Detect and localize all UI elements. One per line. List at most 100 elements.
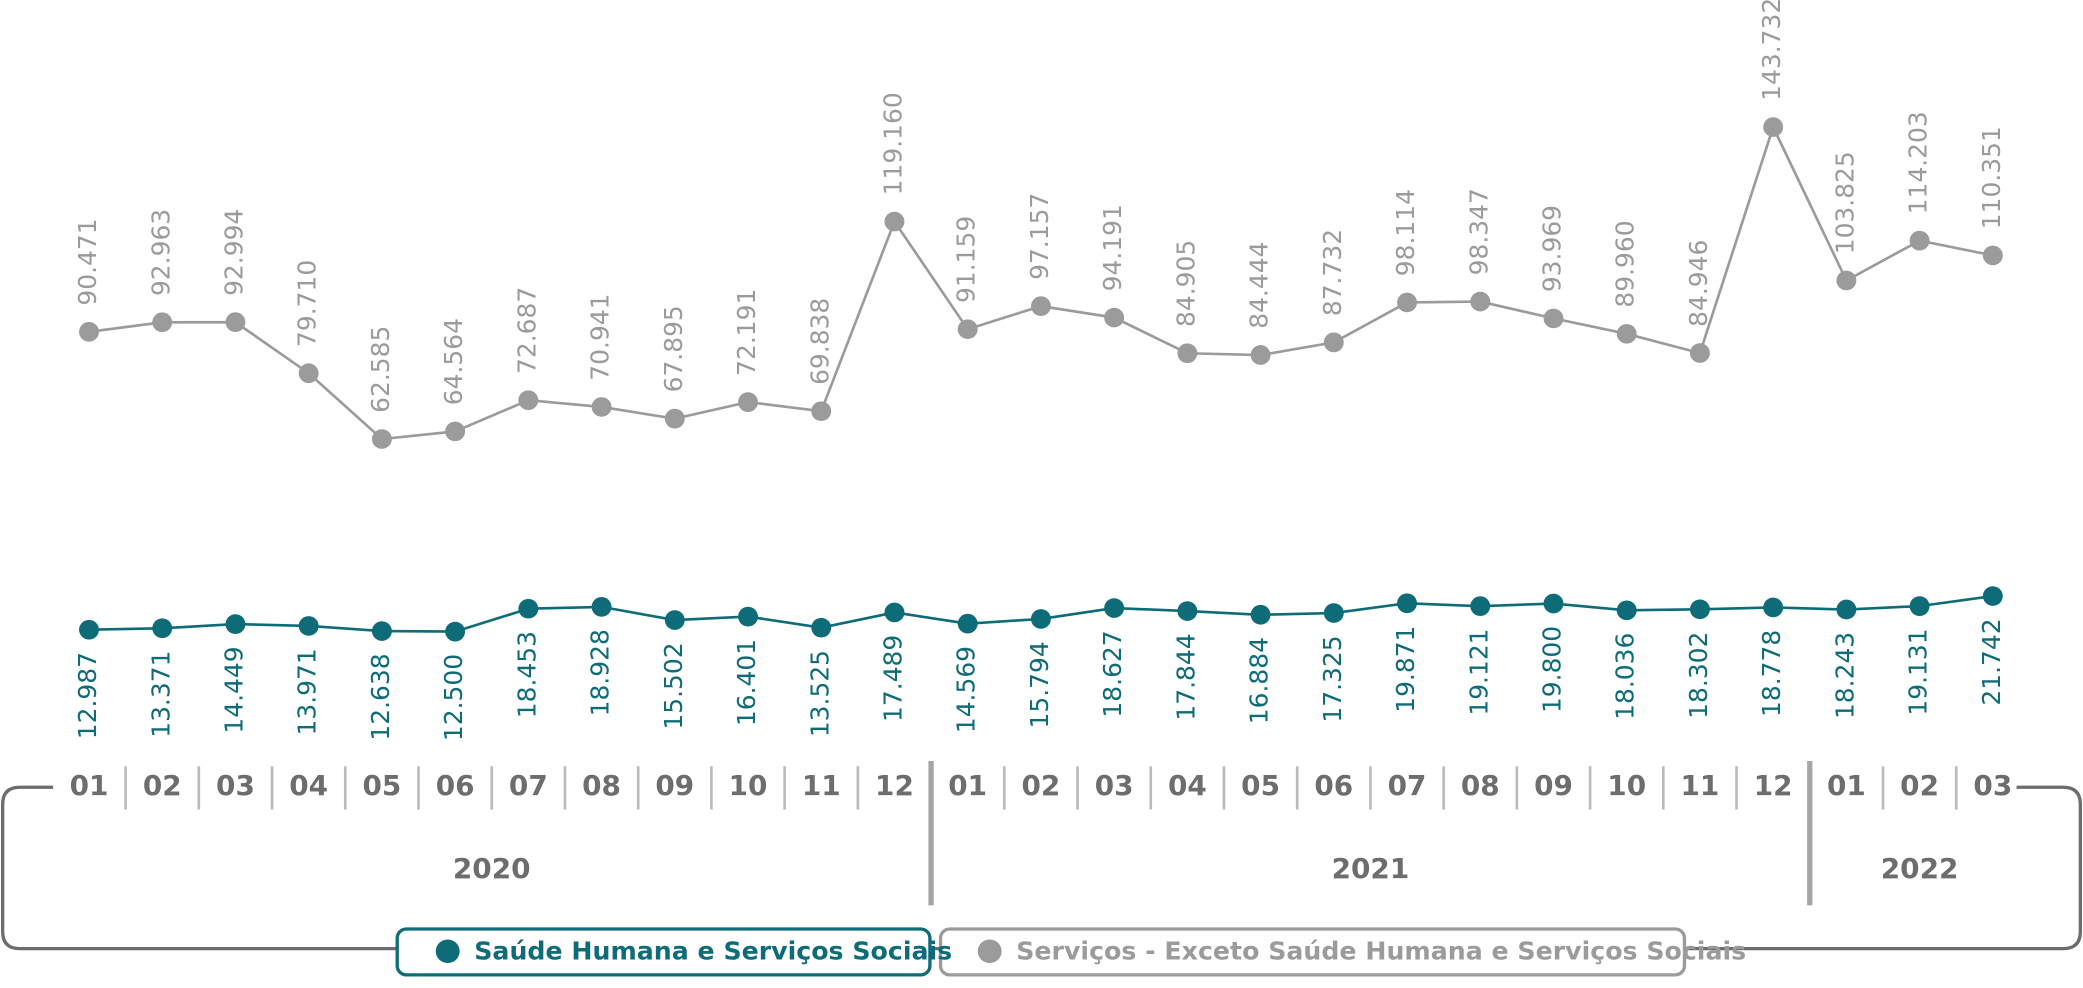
data-label: 18.627 bbox=[1098, 630, 1127, 717]
x-tick-label: 12 bbox=[1754, 769, 1793, 802]
point bbox=[1030, 609, 1051, 629]
point bbox=[1689, 343, 1710, 363]
data-label: 62.585 bbox=[366, 326, 395, 413]
data-label: 18.453 bbox=[512, 631, 541, 718]
point bbox=[1543, 593, 1564, 614]
legend-box bbox=[395, 927, 932, 977]
data-label: 92.994 bbox=[219, 209, 248, 296]
point bbox=[1689, 599, 1710, 620]
point bbox=[225, 614, 246, 634]
point bbox=[1177, 601, 1198, 621]
data-label: 72.687 bbox=[512, 287, 541, 374]
year-label: 2020 bbox=[453, 852, 531, 885]
data-label: 143.732 bbox=[1757, 0, 1786, 101]
data-label: 64.564 bbox=[439, 318, 468, 405]
legend-box bbox=[938, 927, 1687, 977]
x-tick-label: 11 bbox=[1681, 769, 1720, 802]
point bbox=[1323, 332, 1344, 353]
data-label: 84.946 bbox=[1684, 240, 1713, 327]
point bbox=[1470, 291, 1491, 312]
point bbox=[1982, 586, 2003, 606]
data-label: 18.302 bbox=[1684, 632, 1713, 719]
year-label: 2021 bbox=[1332, 852, 1410, 885]
data-label: 14.449 bbox=[219, 646, 248, 733]
data-label: 16.884 bbox=[1244, 637, 1273, 724]
data-label: 12.987 bbox=[73, 652, 102, 739]
data-label: 17.325 bbox=[1318, 635, 1347, 722]
point bbox=[371, 429, 392, 449]
legend-label: Serviços - Exceto Saúde Humana e Serviço… bbox=[1016, 937, 1746, 966]
point bbox=[738, 606, 758, 627]
data-label: 19.871 bbox=[1391, 626, 1420, 713]
data-label: 84.444 bbox=[1244, 242, 1273, 329]
data-label: 93.969 bbox=[1537, 205, 1566, 292]
x-tick-label: 12 bbox=[875, 769, 914, 802]
point bbox=[1616, 600, 1637, 621]
point bbox=[1250, 604, 1271, 625]
x-tick-label: 01 bbox=[1827, 769, 1866, 802]
point bbox=[884, 602, 905, 623]
point bbox=[445, 621, 466, 642]
data-label: 18.036 bbox=[1611, 633, 1640, 720]
x-tick-label: 03 bbox=[1973, 769, 2012, 802]
point bbox=[152, 618, 173, 639]
point bbox=[1616, 323, 1637, 344]
point bbox=[811, 401, 832, 422]
point bbox=[1397, 292, 1417, 313]
data-label: 13.371 bbox=[146, 651, 175, 738]
data-label: 15.502 bbox=[659, 642, 688, 729]
x-tick-label: 11 bbox=[802, 769, 841, 802]
x-tick-label: 03 bbox=[1095, 769, 1134, 802]
data-label: 19.121 bbox=[1464, 628, 1493, 715]
data-label: 89.960 bbox=[1611, 220, 1640, 307]
point bbox=[225, 312, 246, 332]
point bbox=[1250, 345, 1271, 365]
point bbox=[664, 610, 685, 630]
x-tick-label: 02 bbox=[1900, 769, 1939, 802]
point bbox=[1836, 270, 1857, 291]
point bbox=[298, 363, 319, 384]
legend-marker bbox=[977, 939, 1002, 964]
data-label: 21.742 bbox=[1977, 618, 2006, 705]
point bbox=[79, 619, 99, 640]
point bbox=[957, 613, 978, 634]
x-tick-label: 04 bbox=[1168, 769, 1207, 802]
x-tick-label: 08 bbox=[582, 769, 621, 802]
data-label: 14.569 bbox=[952, 646, 981, 733]
point bbox=[1909, 596, 1930, 616]
data-label: 13.525 bbox=[805, 650, 834, 737]
x-tick-label: 04 bbox=[289, 769, 328, 802]
legend-marker bbox=[435, 939, 460, 964]
point bbox=[1763, 597, 1784, 618]
data-label: 13.971 bbox=[293, 648, 322, 735]
data-label: 19.800 bbox=[1537, 626, 1566, 713]
point bbox=[1470, 596, 1491, 616]
data-label: 70.941 bbox=[585, 293, 614, 380]
x-tick-label: 01 bbox=[948, 769, 987, 802]
data-label: 92.963 bbox=[146, 209, 175, 296]
x-tick-label: 09 bbox=[655, 769, 694, 802]
x-tick-label: 01 bbox=[70, 769, 109, 802]
data-label: 12.500 bbox=[439, 654, 468, 741]
data-label: 15.794 bbox=[1025, 641, 1054, 728]
x-tick-label: 10 bbox=[729, 769, 768, 802]
point bbox=[591, 597, 612, 617]
data-label: 16.401 bbox=[732, 639, 761, 726]
point bbox=[664, 408, 685, 429]
point bbox=[1909, 230, 1930, 251]
year-label: 2022 bbox=[1881, 852, 1959, 885]
axis-bracket bbox=[0, 785, 2083, 951]
data-label: 91.159 bbox=[952, 216, 981, 303]
point bbox=[1763, 117, 1784, 137]
point bbox=[445, 421, 466, 442]
point bbox=[591, 397, 612, 417]
data-label: 87.732 bbox=[1318, 229, 1347, 316]
x-tick-label: 03 bbox=[216, 769, 255, 802]
data-label: 84.905 bbox=[1171, 240, 1200, 327]
x-tick-label: 02 bbox=[143, 769, 182, 802]
point bbox=[1543, 308, 1564, 329]
data-label: 17.844 bbox=[1171, 633, 1200, 720]
point bbox=[1323, 603, 1344, 623]
data-label: 79.710 bbox=[293, 260, 322, 347]
